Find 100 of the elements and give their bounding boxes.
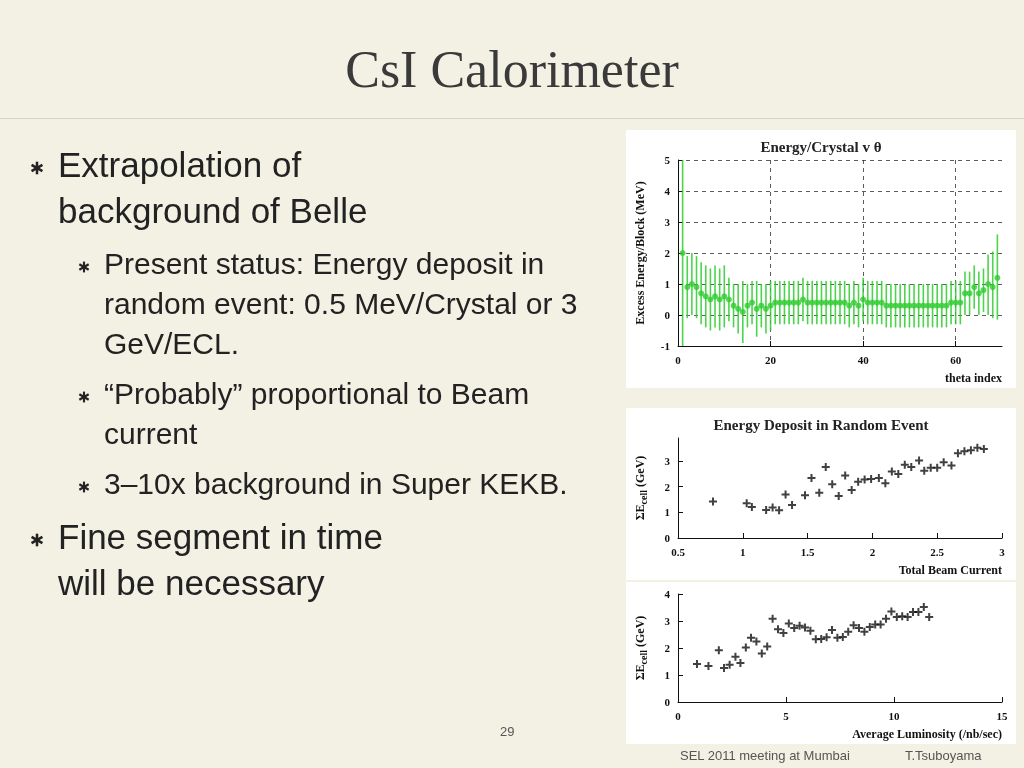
x-tick-label: 0: [675, 353, 682, 366]
point: [693, 659, 702, 668]
x-tick-label: 2: [869, 545, 876, 558]
point: [882, 614, 891, 623]
point: [768, 503, 777, 512]
y-tick-label: 4: [664, 588, 671, 600]
text: T.Tsuboyama: [905, 748, 982, 763]
text: CsI Calorimeter: [344, 40, 680, 100]
point: [876, 620, 885, 629]
x-axis-title: Total Beam Current: [898, 562, 1002, 578]
x-tick-label: 10: [888, 709, 900, 722]
point: [817, 635, 826, 644]
x-tick-label: 60: [950, 353, 962, 366]
x-tick-label: 5: [783, 709, 790, 722]
point: [953, 449, 962, 458]
point: [867, 475, 876, 484]
point: [741, 643, 750, 652]
point: [914, 608, 923, 617]
point: [854, 477, 863, 486]
chart-title: Energy/Crystal v θ: [760, 138, 882, 155]
y-tick-label: 0: [664, 309, 671, 321]
x-tick-label: 2.5: [930, 545, 945, 558]
text: “Probably” proportional to Beam current: [104, 377, 530, 450]
point: [801, 491, 810, 500]
y-axis-title: Excess Energy/Block (MeV): [632, 180, 648, 327]
point: [821, 462, 830, 471]
x-axis-title: Average Luminosity (/nb/sec): [852, 726, 1002, 742]
point: [960, 447, 969, 456]
point: [801, 623, 810, 632]
point: [925, 612, 934, 621]
point: [973, 443, 982, 452]
point: [790, 624, 799, 633]
x-axis-title: theta index: [945, 370, 1002, 386]
x-tick-label: 20: [765, 353, 777, 366]
y-tick-label: 3: [664, 455, 671, 468]
x-tick-label: 0: [675, 709, 682, 722]
point: [881, 479, 890, 488]
x-tick-label: 1: [740, 545, 746, 558]
point: [833, 633, 842, 642]
point: [841, 471, 850, 480]
x-tick-label: 0.5: [671, 545, 686, 558]
y-tick-label: -1: [660, 340, 670, 352]
y-tick-label: 3: [664, 216, 671, 228]
point: [860, 475, 869, 484]
point: [844, 627, 853, 636]
point: [768, 614, 777, 623]
y-tick-label: 2: [664, 480, 671, 493]
point: [979, 445, 988, 454]
point: [849, 621, 858, 630]
point: [874, 474, 883, 482]
point: [714, 646, 723, 655]
point: [807, 474, 816, 482]
point: [806, 626, 815, 635]
y-tick-label: 2: [664, 642, 671, 654]
point: [894, 469, 903, 478]
point: [779, 628, 788, 637]
y-tick-label: 3: [664, 615, 671, 627]
point: [775, 506, 784, 515]
point: [828, 480, 837, 489]
point: [815, 488, 824, 497]
point: [865, 622, 874, 631]
point: [834, 491, 843, 500]
point: [784, 619, 793, 628]
x-tick-label: 3: [999, 545, 1006, 558]
x-tick-label: 40: [857, 353, 870, 366]
y-tick-label: 0: [664, 696, 671, 708]
y-tick-label: 1: [664, 278, 670, 290]
point: [747, 502, 756, 511]
point: [763, 642, 772, 651]
y-tick-label: 2: [664, 247, 671, 259]
x-tick-label: 15: [996, 709, 1008, 722]
point: [731, 652, 740, 661]
y-tick-label: 0: [664, 532, 671, 544]
text: 29: [500, 724, 515, 739]
y-tick-label: 5: [664, 154, 671, 166]
text: SEL 2011 meeting at Mumbai: [680, 748, 850, 763]
point: [860, 627, 869, 636]
point: [736, 659, 745, 668]
point: [822, 633, 831, 642]
y-tick-label: 1: [664, 506, 670, 519]
point: [838, 632, 847, 641]
y-tick-label: 1: [664, 669, 670, 681]
point: [966, 446, 975, 455]
point: [903, 612, 912, 621]
text: 3–10x background in Super KEKB.: [104, 467, 568, 500]
point: [887, 467, 896, 476]
point: [919, 602, 928, 611]
point: [762, 506, 771, 515]
point: [900, 460, 909, 469]
point: [898, 612, 907, 621]
point: [725, 660, 734, 669]
point: [828, 625, 837, 634]
point: [788, 500, 797, 509]
point: [752, 637, 761, 646]
chart-title: Energy Deposit in Random Event: [713, 416, 929, 433]
point: [720, 663, 729, 672]
point: [774, 625, 783, 634]
point: [704, 662, 713, 671]
point: [947, 461, 956, 470]
point: [887, 607, 896, 616]
